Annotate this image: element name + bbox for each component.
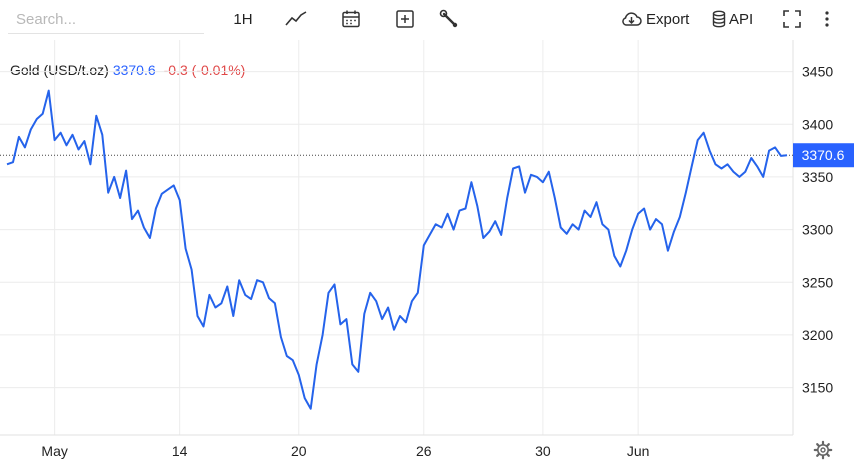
price-tag: [793, 143, 854, 168]
more-options-button[interactable]: [820, 8, 834, 30]
y-tick-label: 3150: [802, 380, 833, 396]
search-box[interactable]: [8, 6, 212, 34]
search-input[interactable]: [8, 6, 212, 32]
export-label: Export: [646, 10, 690, 28]
timeframe-button[interactable]: 1H: [233, 10, 253, 28]
price-series-line: [6, 89, 788, 410]
database-icon: [712, 10, 726, 28]
line-chart-type-button[interactable]: [284, 8, 308, 30]
y-tick-label: 3250: [802, 274, 833, 290]
api-label: API: [729, 10, 754, 28]
fullscreen-button[interactable]: [782, 8, 802, 30]
x-tick-label: 26: [416, 443, 432, 459]
price-chart[interactable]: 3150 3200 3250 3300 3350 3400 3450 May 14 20 26 30 J…: [0, 40, 857, 462]
date-range-button[interactable]: [340, 8, 362, 30]
line-chart-icon: [285, 11, 307, 26]
x-tick-label: 30: [535, 443, 551, 459]
cloud-download-icon: [622, 12, 642, 26]
tools-button[interactable]: [438, 8, 460, 30]
y-tick-label: 3400: [802, 116, 833, 132]
toolbar: 1H Export API: [0, 0, 857, 40]
x-tick-label: 14: [172, 443, 188, 459]
api-button[interactable]: API: [712, 8, 760, 30]
price-change: -0.3 (-0.01%): [163, 62, 246, 78]
x-tick-label: Jun: [627, 443, 650, 459]
y-tick-label: 3300: [802, 222, 833, 238]
more-vertical-icon: [825, 11, 829, 27]
instrument-name: Gold (USD/t.oz): [10, 62, 109, 78]
x-tick-label: May: [41, 443, 67, 459]
y-tick-label: 3450: [802, 64, 833, 80]
add-indicator-button[interactable]: [394, 8, 416, 30]
fullscreen-icon: [783, 10, 801, 28]
chart-settings-button[interactable]: [813, 440, 833, 460]
chart-legend: Gold (USD/t.oz) 3370.6 -0.3 (-0.01%): [10, 62, 245, 78]
y-tick-label: 3350: [802, 169, 833, 185]
price-tag-label: 3370.6: [802, 147, 845, 163]
calendar-icon: [342, 10, 360, 28]
wrench-icon: [439, 9, 458, 28]
x-tick-label: 20: [291, 443, 307, 459]
y-tick-label: 3200: [802, 327, 833, 343]
export-button[interactable]: Export: [620, 8, 692, 30]
gear-icon: [813, 440, 833, 460]
plus-square-icon: [396, 10, 414, 28]
last-price: 3370.6: [112, 62, 156, 78]
